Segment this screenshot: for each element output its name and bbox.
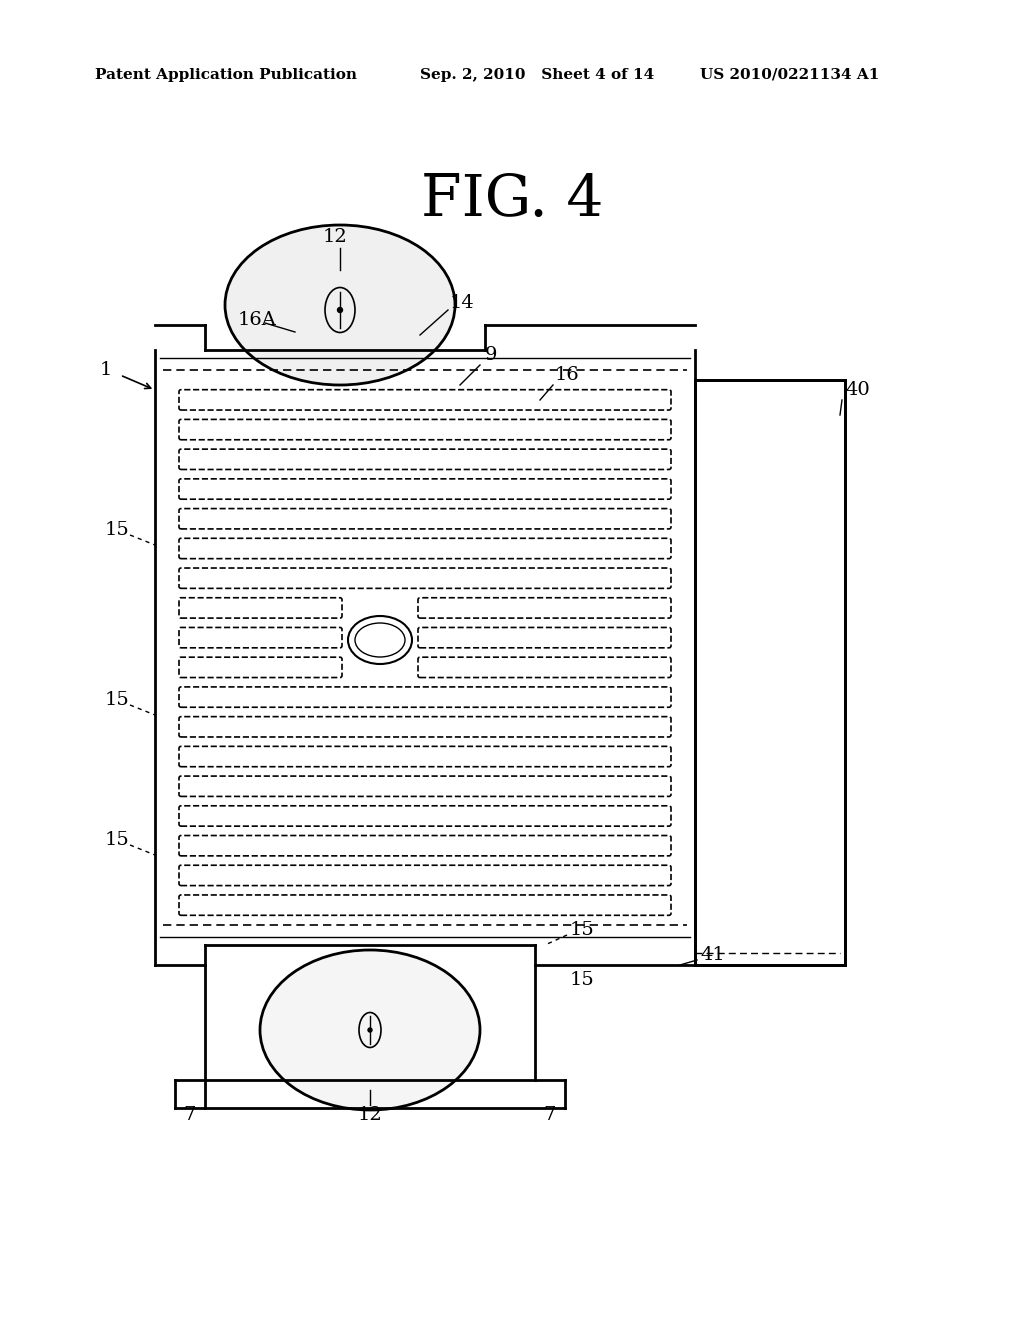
Ellipse shape <box>355 623 406 657</box>
Text: 9: 9 <box>485 346 498 364</box>
Text: 12: 12 <box>323 228 347 246</box>
Text: 40: 40 <box>845 381 869 399</box>
Text: 15: 15 <box>105 521 130 539</box>
Text: 15: 15 <box>570 972 595 989</box>
Text: 14: 14 <box>450 294 475 312</box>
Text: 15: 15 <box>105 832 130 849</box>
Text: 15: 15 <box>105 690 130 709</box>
Text: 1: 1 <box>100 360 113 379</box>
Text: 16: 16 <box>555 366 580 384</box>
Text: FIG. 4: FIG. 4 <box>421 172 603 228</box>
Ellipse shape <box>368 1028 372 1032</box>
Ellipse shape <box>348 616 412 664</box>
Ellipse shape <box>260 950 480 1110</box>
Text: 7: 7 <box>544 1106 556 1125</box>
Text: Sep. 2, 2010   Sheet 4 of 14: Sep. 2, 2010 Sheet 4 of 14 <box>420 69 654 82</box>
Text: 41: 41 <box>700 946 725 964</box>
Text: 12: 12 <box>357 1106 382 1125</box>
Text: 7: 7 <box>184 1106 197 1125</box>
Text: 15: 15 <box>570 921 595 939</box>
Ellipse shape <box>225 224 455 385</box>
Text: 16A: 16A <box>238 312 276 329</box>
Text: Patent Application Publication: Patent Application Publication <box>95 69 357 82</box>
Ellipse shape <box>338 308 342 313</box>
Text: US 2010/0221134 A1: US 2010/0221134 A1 <box>700 69 880 82</box>
